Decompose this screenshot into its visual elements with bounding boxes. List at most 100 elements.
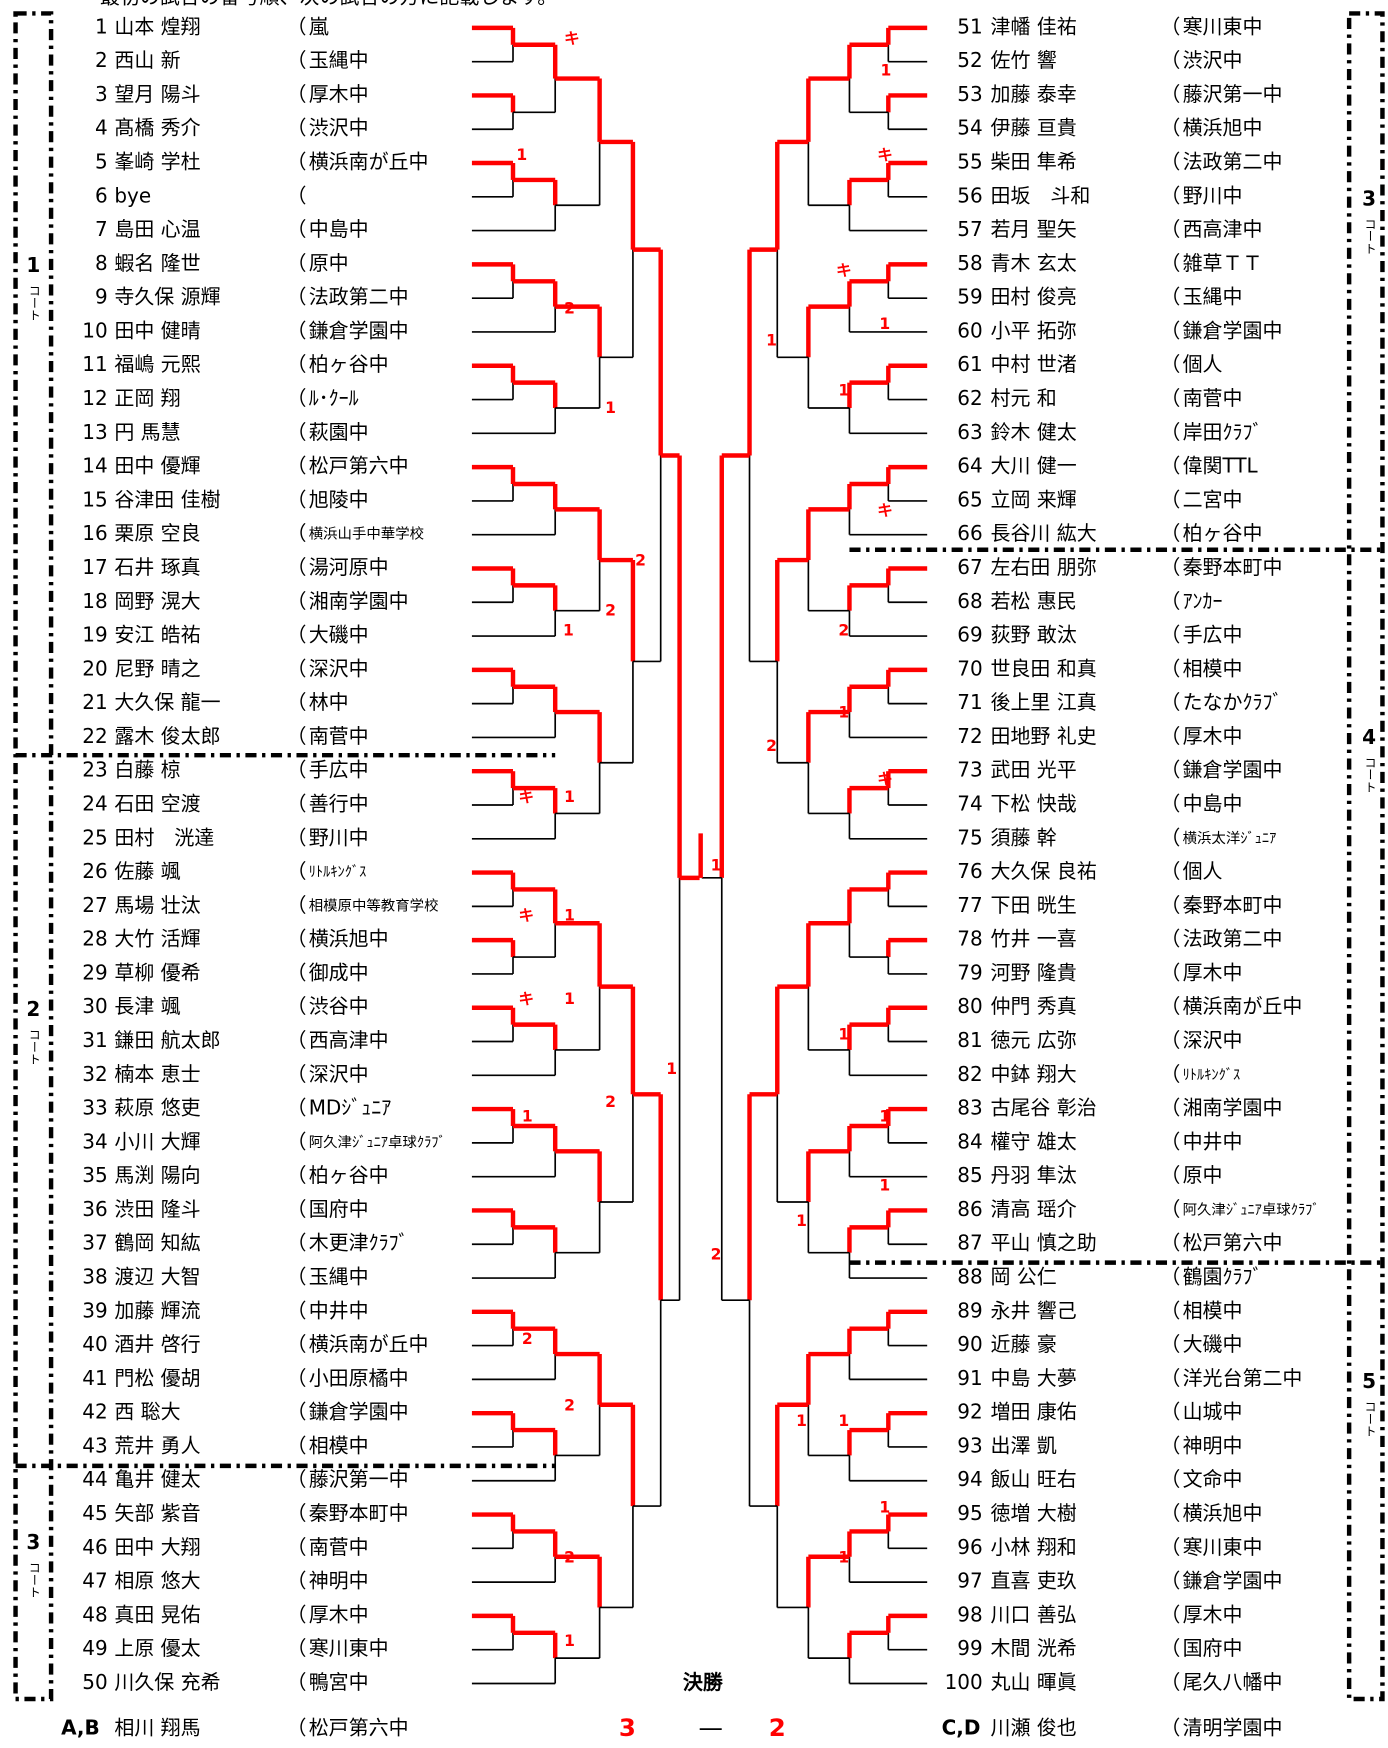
player-number: 74 — [957, 791, 982, 815]
paren: （ — [286, 14, 306, 38]
paren: （ — [1160, 724, 1180, 748]
paren: （ — [286, 487, 306, 511]
team: 野川中 — [309, 825, 369, 849]
paren: （ — [1160, 960, 1180, 984]
paren: （ — [1160, 791, 1180, 815]
team: 玉縄中 — [309, 1265, 369, 1289]
player-name: 田中 大翔 — [114, 1535, 200, 1559]
player-name: 萩原 悠吏 — [114, 1096, 200, 1120]
player-name: 馬場 壮汰 — [114, 893, 200, 917]
player-number: 26 — [82, 859, 107, 883]
team: 南菅中 — [309, 1535, 369, 1559]
paren: （ — [1160, 14, 1180, 38]
player-number: 64 — [957, 454, 982, 478]
player-name: 峯崎 学杜 — [114, 150, 200, 174]
team: 大磯中 — [309, 623, 369, 647]
result-mark: キ — [564, 29, 580, 47]
team: 湯河原中 — [309, 555, 389, 579]
player-number: 56 — [957, 183, 982, 207]
player-name: 近藤 豪 — [990, 1332, 1056, 1356]
team: 深沢中 — [1183, 1028, 1243, 1052]
player-name: 相原 悠大 — [114, 1569, 200, 1593]
paren: （ — [1160, 555, 1180, 579]
player-number: 5 — [95, 150, 108, 174]
paren: （ — [1160, 859, 1180, 883]
player-name: 世良田 和真 — [990, 656, 1096, 680]
paren: （ — [286, 420, 306, 444]
paren: （ — [286, 454, 306, 478]
player-number: 52 — [957, 48, 982, 72]
paren: （ — [1160, 1096, 1180, 1120]
paren: （ — [286, 758, 306, 782]
player-name: 權守 雄太 — [990, 1129, 1076, 1153]
player-number: 73 — [957, 758, 982, 782]
paren: （ — [286, 1602, 306, 1626]
result-mark: 1 — [563, 621, 574, 639]
paren: （ — [286, 1636, 306, 1660]
player-name: 増田 康佑 — [990, 1400, 1076, 1424]
player-number: 4 — [95, 116, 108, 140]
team: 鎌倉学園中 — [309, 1400, 409, 1424]
player-name: 荻野 敢汰 — [990, 623, 1076, 647]
player-number: 93 — [957, 1433, 982, 1457]
result-mark: 1 — [838, 1026, 849, 1044]
paren: （ — [1160, 183, 1180, 207]
player-name: 津幡 佳祐 — [990, 14, 1076, 38]
player-name: 上原 優太 — [114, 1636, 200, 1660]
team: 鴨宮中 — [309, 1670, 369, 1694]
team: 萩園中 — [309, 420, 369, 444]
team: 中井中 — [1183, 1129, 1243, 1153]
player-name: 大久保 龍一 — [114, 690, 220, 714]
player-number: 43 — [82, 1433, 107, 1457]
player-number: 7 — [95, 217, 108, 241]
player-number: 44 — [82, 1467, 107, 1491]
player-name: 髙橋 秀介 — [114, 116, 200, 140]
player-name: 中村 世渚 — [990, 352, 1076, 376]
team: 玉縄中 — [309, 48, 369, 72]
team: MDｼﾞｭﾆｱ — [309, 1096, 392, 1120]
result-mark: 1 — [838, 703, 849, 721]
player-name: 荒井 勇人 — [114, 1433, 200, 1457]
result-mark: 2 — [564, 1396, 575, 1414]
paren: （ — [286, 1332, 306, 1356]
player-name: 村元 和 — [990, 386, 1056, 410]
dash: — — [698, 1713, 722, 1742]
player-number: 51 — [957, 14, 982, 38]
player-name: 飯山 旺右 — [990, 1467, 1076, 1491]
player-number: 37 — [82, 1231, 107, 1255]
team: 南菅中 — [309, 724, 369, 748]
result-mark: キ — [877, 501, 893, 519]
player-name: 渡辺 大智 — [114, 1265, 200, 1289]
player-name: 露木 俊太郎 — [114, 724, 220, 748]
player-number: 55 — [957, 150, 982, 174]
player-number: 22 — [82, 724, 107, 748]
team: 湘南学園中 — [309, 589, 409, 613]
player-number: 62 — [957, 386, 982, 410]
player-number: 20 — [82, 656, 107, 680]
paren: （ — [286, 251, 306, 275]
player-name: 川久保 充希 — [114, 1670, 220, 1694]
paren: （ — [1160, 318, 1180, 342]
paren: （ — [1160, 1602, 1180, 1626]
player-name: 木間 洸希 — [990, 1636, 1076, 1660]
result-mark: 1 — [605, 399, 616, 417]
court-label: コート — [1363, 756, 1377, 793]
player-number: 40 — [82, 1332, 107, 1356]
player-name: 永井 響己 — [990, 1298, 1076, 1322]
player-name: 大久保 良祐 — [990, 859, 1096, 883]
team: 山城中 — [1183, 1400, 1243, 1424]
player-name: 川口 善弘 — [990, 1602, 1076, 1626]
paren: （ — [1160, 1433, 1180, 1457]
player-number: 87 — [957, 1231, 982, 1255]
player-number: 34 — [82, 1129, 107, 1153]
result-mark: キ — [877, 146, 893, 164]
player-name: 柴田 隼希 — [990, 150, 1076, 174]
team: 相模中 — [309, 1433, 369, 1457]
paren: （ — [286, 555, 306, 579]
court-label: コート — [27, 284, 41, 321]
team: 嵐 — [309, 14, 329, 38]
team: 国府中 — [1183, 1636, 1243, 1660]
name: 相川 翔馬 — [114, 1716, 200, 1740]
player-number: 13 — [82, 420, 107, 444]
player-number: 54 — [957, 116, 982, 140]
